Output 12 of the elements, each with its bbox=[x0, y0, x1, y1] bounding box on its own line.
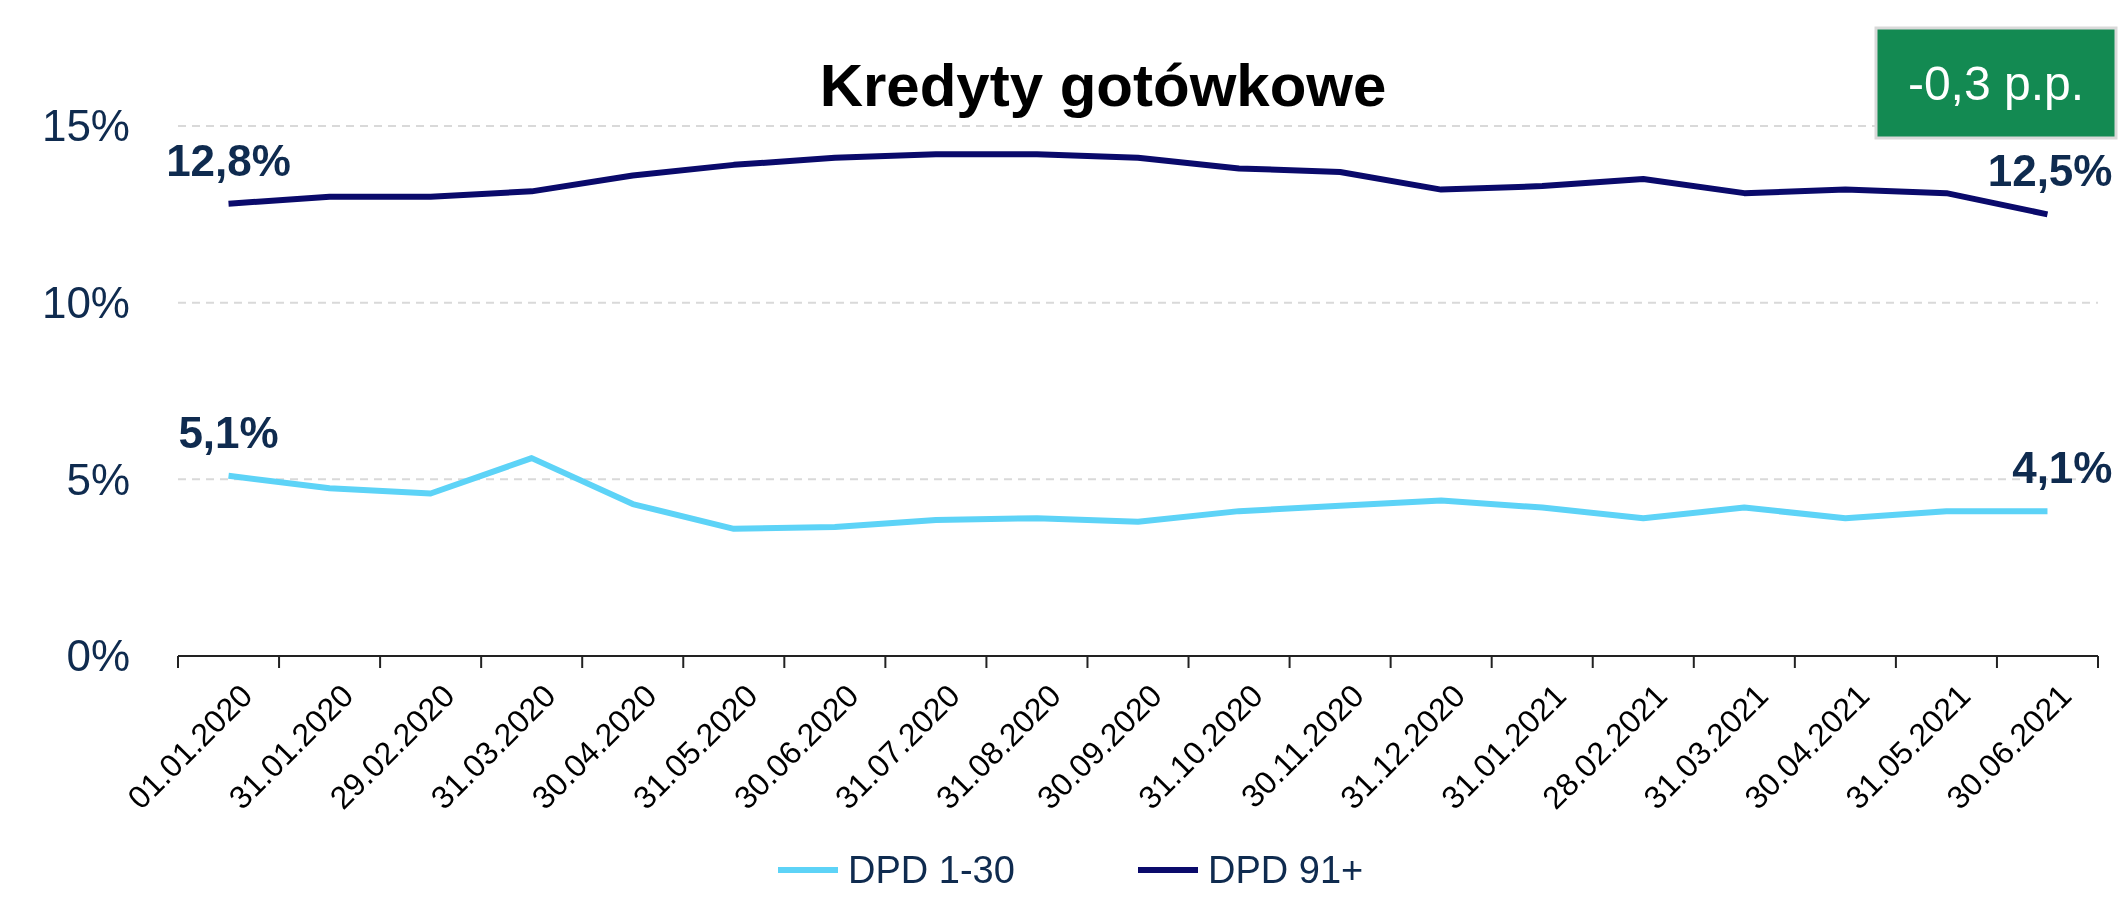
text: -0,3 p.p. bbox=[1907, 56, 2085, 110]
y-tick-label: 0% bbox=[66, 631, 130, 681]
data-label: 5,1% bbox=[178, 407, 279, 457]
legend-label: DPD 1-30 bbox=[848, 849, 1015, 892]
y-tick-label: 5% bbox=[66, 454, 130, 504]
legend-label: DPD 91+ bbox=[1208, 849, 1364, 892]
y-tick-label: 15% bbox=[41, 101, 130, 151]
data-label: 12,8% bbox=[166, 135, 291, 185]
chart-title: Kredyty gotówkowe bbox=[819, 52, 1387, 119]
data-label: 12,5% bbox=[1987, 146, 2113, 196]
data-label: 4,1% bbox=[2012, 443, 2113, 493]
y-tick-label: 10% bbox=[41, 278, 130, 328]
